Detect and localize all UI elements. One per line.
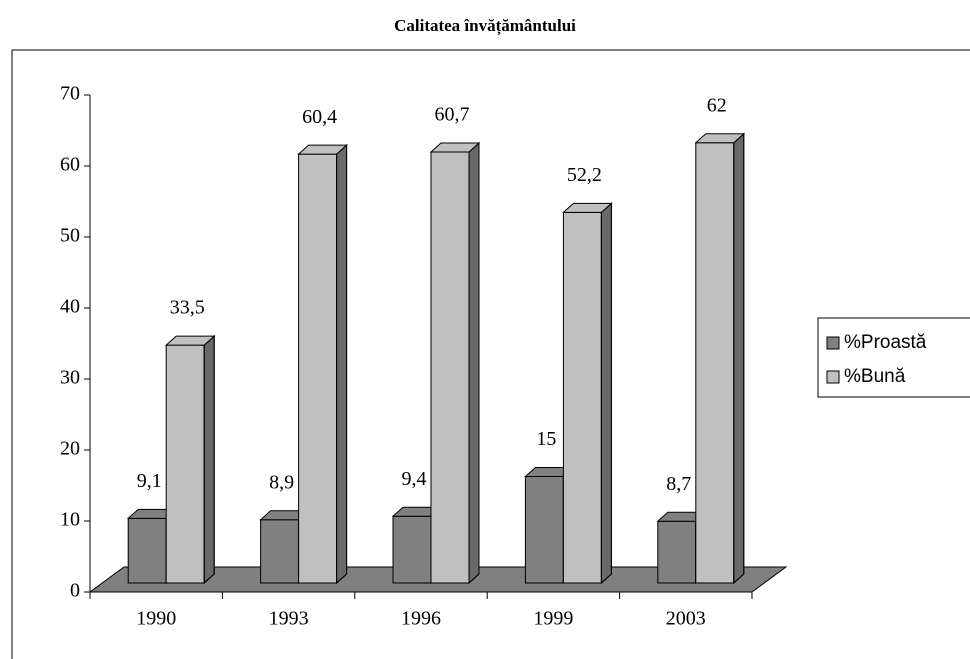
value-label: 33,5 (170, 297, 205, 319)
x-tick-label: 1990 (136, 608, 176, 630)
value-label: 15 (536, 428, 556, 450)
y-tick-label: 40 (60, 296, 80, 318)
y-tick-label: 10 (60, 509, 80, 531)
bar-face (298, 153, 338, 584)
legend-box (817, 317, 970, 398)
bar-face (430, 151, 470, 584)
legend-label: %Bună (844, 366, 906, 387)
y-tick-label: 50 (60, 225, 80, 247)
y-tick-label: 30 (60, 367, 80, 389)
y-tick-label: 70 (60, 83, 80, 105)
y-tick-label: 0 (70, 580, 80, 602)
bar-face (203, 335, 215, 585)
bar-face (165, 344, 205, 584)
bar-face (429, 142, 481, 153)
legend-swatch (826, 370, 840, 384)
bar-face (297, 144, 348, 155)
x-tick-label: 1996 (401, 608, 441, 630)
bar-face (562, 202, 613, 213)
y-tick-label: 60 (60, 154, 80, 176)
bar-face (392, 515, 432, 584)
bar-face (336, 144, 348, 585)
value-label: 8,7 (666, 473, 691, 495)
x-tick-label: 2003 (666, 608, 706, 630)
value-label: 62 (707, 94, 727, 116)
bar (297, 144, 348, 585)
value-label: 60,7 (435, 104, 470, 126)
x-tick-label: 1999 (533, 608, 573, 630)
bar-face (695, 142, 735, 584)
chart-frame (11, 49, 970, 659)
legend-swatch (826, 336, 840, 350)
x-tick-label: 1993 (269, 608, 309, 630)
bar-face (127, 517, 167, 584)
bar-face (164, 335, 216, 346)
bar-face (524, 476, 564, 584)
legend-label: %Proastă (844, 332, 927, 353)
bar-face (260, 519, 300, 584)
value-label: 8,9 (269, 471, 294, 493)
bar (164, 335, 216, 585)
value-label: 60,4 (302, 106, 337, 128)
bar-face (733, 132, 745, 585)
value-label: 52,2 (567, 164, 602, 186)
bar (429, 141, 481, 585)
value-label: 9,4 (402, 468, 427, 490)
bar (562, 202, 613, 585)
bar-face (694, 133, 746, 144)
y-tick-label: 20 (60, 438, 80, 460)
bar-face (600, 202, 612, 585)
bar-face (657, 520, 697, 584)
value-label: 9,1 (137, 470, 162, 492)
bar-face (562, 211, 602, 584)
chart-title: Calitatea învățământului (394, 16, 576, 36)
bar-face (468, 141, 480, 585)
bar (694, 132, 746, 585)
